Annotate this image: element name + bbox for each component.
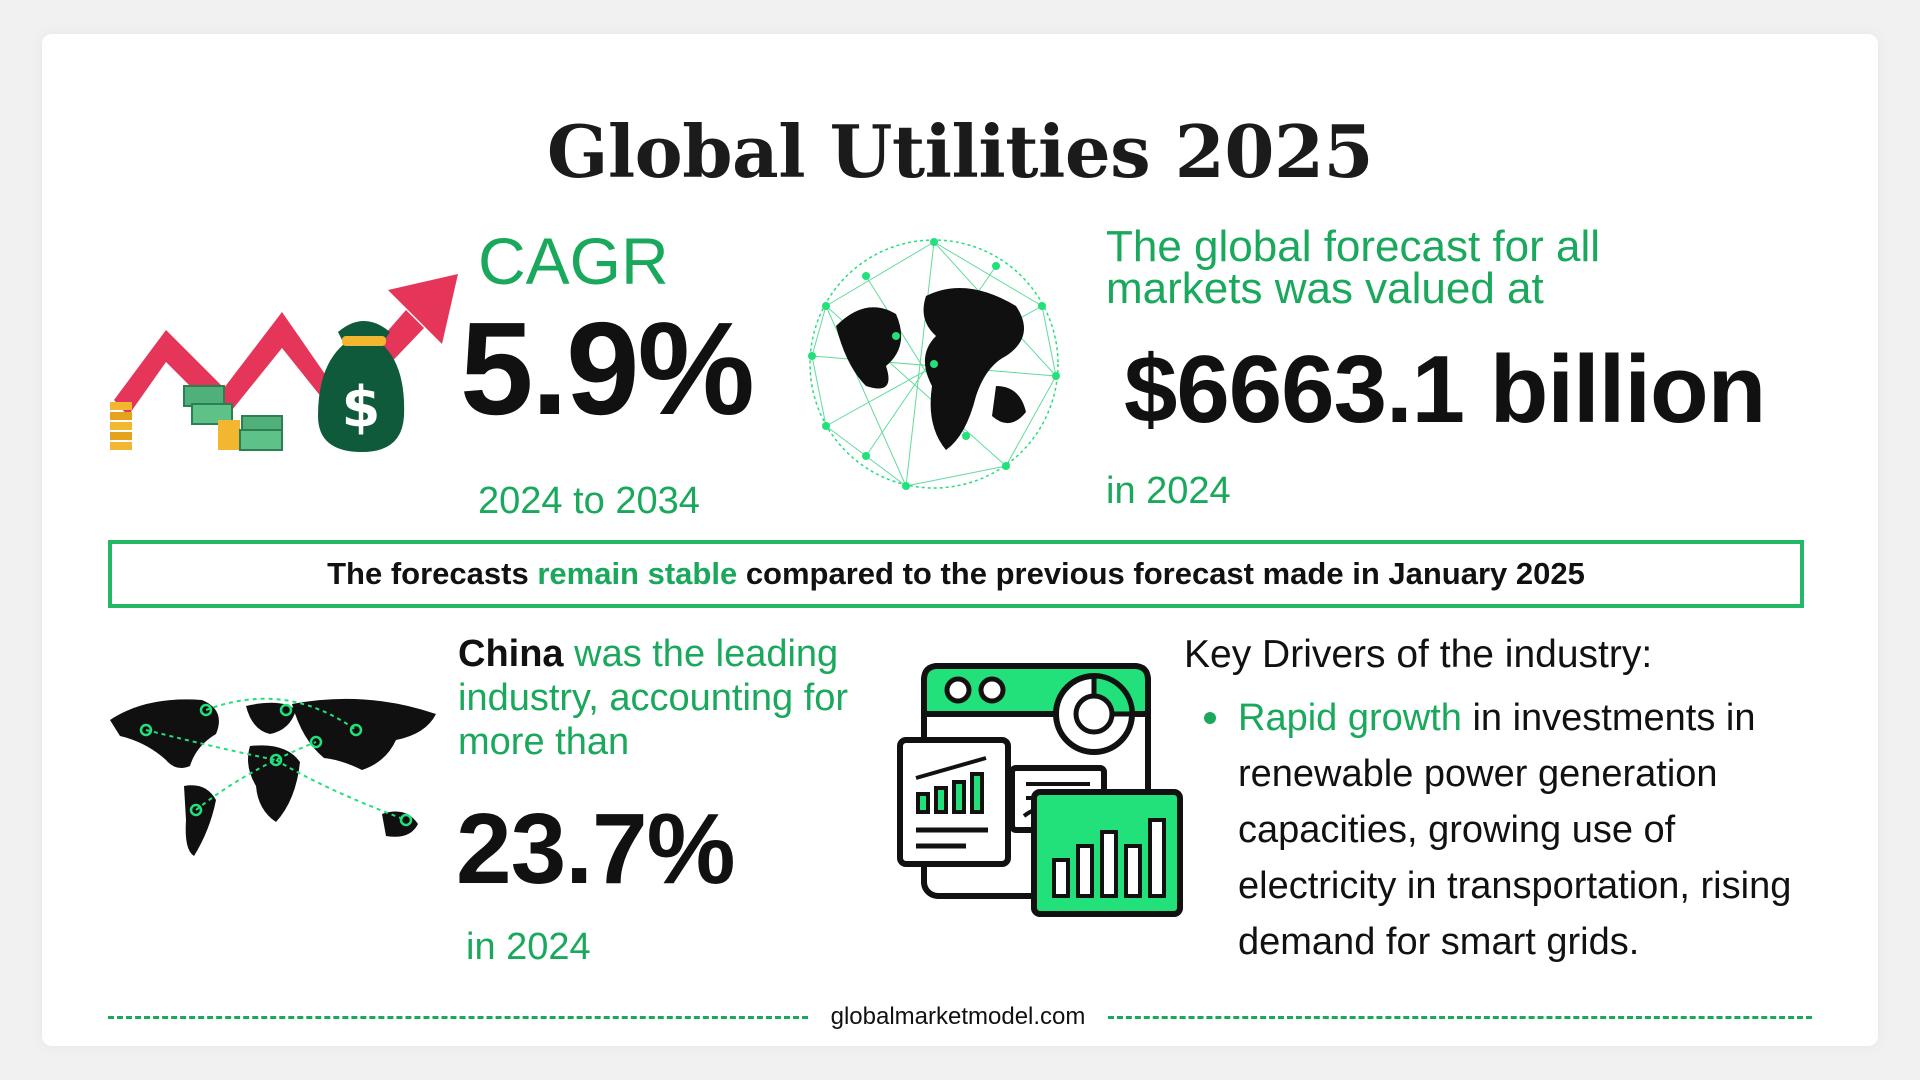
world-map-icon <box>110 697 436 856</box>
leading-region-year: in 2024 <box>466 926 591 968</box>
key-driver-item: Rapid growth in investments in renewable… <box>1204 690 1844 970</box>
footer-divider-left <box>108 1016 808 1019</box>
bullet-icon <box>1204 712 1216 724</box>
analytics-dashboard-icon <box>897 663 1183 917</box>
page-title: Global Utilities 2025 <box>546 109 1374 194</box>
leading-region-name: China <box>458 633 564 675</box>
cagr-value: 5.9% <box>460 295 755 442</box>
leading-region-share: 23.7% <box>456 793 736 905</box>
cagr-label: CAGR <box>478 224 669 298</box>
forecast-year: in 2024 <box>1106 470 1231 512</box>
globe-network-icon <box>808 238 1060 490</box>
key-driver-text: in investments in renewable power genera… <box>1238 697 1792 963</box>
key-drivers-title: Key Drivers of the industry: <box>1184 633 1653 676</box>
footer-website: globalmarketmodel.com <box>830 1003 1086 1030</box>
key-driver-highlight: Rapid growth <box>1238 697 1462 739</box>
forecast-stability-banner: The forecasts remain stable compared to … <box>108 540 1804 608</box>
footer-divider-right <box>1108 1016 1812 1019</box>
key-drivers-list: Rapid growth in investments in renewable… <box>1204 690 1844 970</box>
leading-region-description: was the leading industry, accounting for… <box>458 633 849 763</box>
cagr-period: 2024 to 2034 <box>478 480 700 522</box>
forecast-intro: The global forecast for all markets was … <box>1106 222 1601 313</box>
forecast-value: $6663.1 billion <box>1124 336 1766 443</box>
stability-text-after: compared to the previous forecast made i… <box>737 556 1585 591</box>
growth-arrow-money-icon: $ <box>110 274 458 452</box>
stability-highlight: remain stable <box>537 556 738 591</box>
svg-text:$: $ <box>342 375 381 440</box>
stability-text-before: The forecasts <box>327 556 538 591</box>
leading-region-text: China was the leading industry, accounti… <box>458 632 898 764</box>
